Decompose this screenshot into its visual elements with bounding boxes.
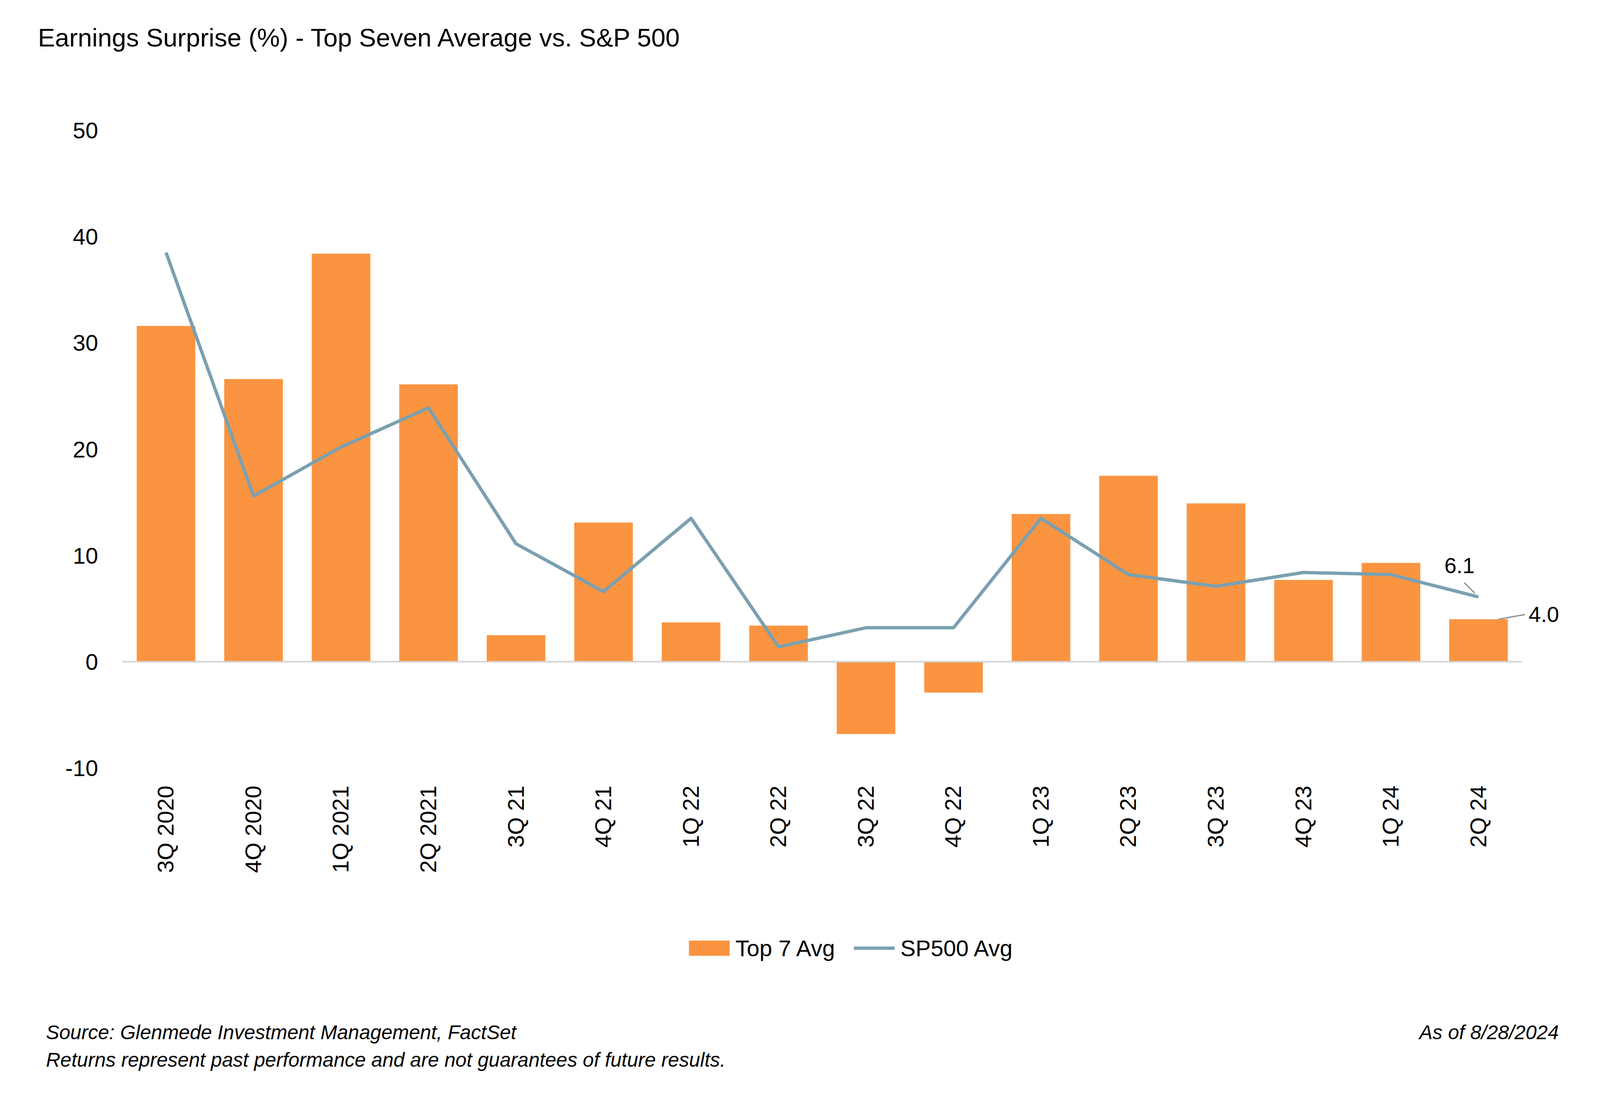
x-tick-label: 1Q 23: [1028, 785, 1054, 848]
y-tick-label: 50: [73, 118, 99, 144]
y-tick-label: -10: [65, 755, 99, 781]
data-label: 4.0: [1528, 602, 1560, 627]
y-tick: [108, 342, 114, 344]
leader-line: [1464, 582, 1475, 594]
y-tick: [108, 236, 114, 238]
bar: [136, 325, 196, 662]
leader-line: [1498, 614, 1526, 620]
y-tick: [108, 768, 114, 769]
bar: [1361, 562, 1421, 662]
title: Earnings Surprise (%) - Top Seven Averag…: [37, 23, 680, 52]
bar: [836, 661, 896, 734]
y-tick-label: 10: [73, 543, 99, 569]
x-tick-label: 1Q 22: [678, 785, 704, 848]
legend-item: SP500 Avg: [853, 935, 1013, 961]
bar: [1011, 513, 1071, 662]
x-tick-label: 3Q 21: [503, 785, 529, 848]
x-tick-label: 2Q 23: [1115, 785, 1141, 848]
line: [165, 252, 1479, 648]
x-tick-label: 4Q 21: [590, 785, 616, 848]
x-axis-line: [122, 660, 1523, 663]
x-tick-label: 2Q 2021: [415, 785, 441, 873]
bar: [399, 384, 458, 662]
data-label: 6.1: [1444, 553, 1475, 578]
bar: [924, 661, 984, 693]
x-tick-label: 3Q 23: [1203, 785, 1229, 848]
y-tick-label: 40: [73, 224, 99, 250]
chart: Earnings Surprise (%) - Top Seven Averag…: [0, 0, 1600, 1098]
x-tick-label: 4Q 23: [1290, 785, 1317, 848]
x-tick-label: 2Q 22: [765, 785, 791, 848]
legend-item: Top 7 Avg: [688, 935, 835, 961]
x-tick-label: 3Q 2020: [153, 785, 179, 873]
x-tick-label: 1Q 24: [1378, 785, 1404, 848]
x-tick-label: 3Q 22: [853, 785, 879, 848]
bar: [1099, 475, 1159, 662]
legend-label: SP500 Avg: [900, 935, 1013, 961]
y-tick: [108, 448, 114, 450]
x-tick-label: 1Q 2021: [328, 785, 354, 873]
y-tick: [108, 130, 114, 131]
x-tick-label: 4Q 22: [940, 785, 966, 848]
y-tick: [108, 555, 114, 556]
bar: [661, 622, 721, 662]
legend-swatch: [688, 940, 730, 956]
bar: [486, 635, 546, 662]
bar: [1274, 579, 1334, 662]
y-tick-label: 20: [73, 437, 99, 463]
x-tick-label: 2Q 24: [1465, 785, 1491, 848]
as-of-date: As of 8/28/2024: [1417, 1021, 1559, 1044]
legend: Top 7 Avg SP500 Avg: [688, 935, 1013, 961]
footnote: Returns represent past performance and a…: [45, 1048, 726, 1071]
y-tick-label: 0: [85, 649, 99, 675]
data-labels: 4.0 6.1: [1444, 553, 1560, 627]
bar: [1449, 619, 1509, 662]
bar: [224, 379, 284, 662]
legend-swatch: [853, 946, 895, 951]
x-tick-label: 4Q 2020: [240, 785, 266, 873]
footnote: Source: Glenmede Investment Management, …: [45, 1021, 518, 1044]
y-tick: [108, 661, 114, 662]
legend-label: Top 7 Avg: [735, 935, 835, 961]
y-tick-label: 30: [73, 330, 99, 356]
